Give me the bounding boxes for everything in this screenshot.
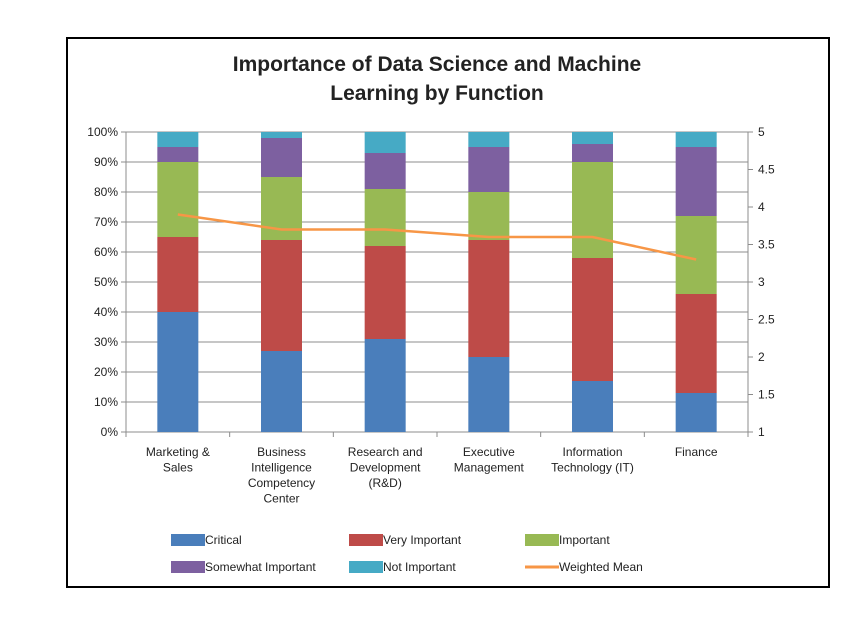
x-category-label: Executive [463,445,515,459]
y-right-tick-label: 2.5 [758,313,775,327]
bar-very-important [675,294,717,393]
bar-critical [261,351,302,432]
bar-very-important [364,246,406,339]
x-category-label: Center [263,492,299,506]
legend-swatch [349,561,383,573]
y-left-tick-label: 80% [94,185,118,199]
x-category-label: Information [562,445,622,459]
bar-important [157,162,199,237]
bar-very-important [468,240,510,357]
bar-very-important [572,258,613,381]
x-category-label: Sales [163,461,193,475]
bar-somewhat-important [364,153,406,189]
chart-title-line: Learning by Function [330,82,544,105]
y-left-tick-label: 90% [94,155,118,169]
bar-important [572,162,613,258]
x-category-label: Management [454,461,525,475]
bar-somewhat-important [468,147,510,192]
y-right-tick-label: 3 [758,275,765,289]
legend-swatch [171,561,205,573]
bar-important [468,192,510,240]
bar-important [675,216,717,294]
bar-not-important [468,132,510,147]
legend-label: Not Important [383,560,456,574]
y-left-tick-label: 50% [94,275,118,289]
legend-swatch [525,534,559,546]
x-category-label: Business [257,445,306,459]
y-right-tick-label: 1 [758,425,765,439]
legend-label: Weighted Mean [559,560,643,574]
chart-frame: Importance of Data Science and Machine Le… [66,37,830,588]
bar-not-important [261,132,302,138]
x-category-label: Marketing & [146,445,210,459]
x-category-label: Development [350,461,421,475]
y-left-tick-label: 40% [94,305,118,319]
legend-label: Somewhat Important [205,560,316,574]
x-category-label: Competency [248,476,315,490]
bar-somewhat-important [572,144,613,162]
legend-swatch [349,534,383,546]
bar-not-important [157,132,199,147]
y-left-tick-label: 70% [94,215,118,229]
y-left-tick-label: 20% [94,365,118,379]
y-right-tick-label: 4 [758,200,765,214]
legend-label: Critical [205,533,242,547]
x-category-label: (R&D) [369,476,402,490]
bar-critical [468,357,510,432]
y-right-tick-label: 4.5 [758,163,775,177]
bar-critical [572,381,613,432]
y-left-tick-label: 30% [94,335,118,349]
y-left-tick-label: 100% [87,125,118,139]
bar-not-important [675,132,717,147]
bar-somewhat-important [261,138,302,177]
chart-title-line: Importance of Data Science and Machine [233,53,641,76]
legend-label: Very Important [383,533,462,547]
legend-label: Important [559,533,610,547]
bar-not-important [364,132,406,153]
y-left-tick-label: 10% [94,395,118,409]
x-category-label: Finance [675,445,718,459]
bar-very-important [157,237,199,312]
x-category-label: Research and [348,445,423,459]
bar-somewhat-important [157,147,199,162]
y-right-tick-label: 3.5 [758,238,775,252]
bar-critical [675,393,717,432]
y-right-tick-label: 2 [758,350,765,364]
y-right-tick-label: 5 [758,125,765,139]
x-category-label: Technology (IT) [551,461,634,475]
y-left-tick-label: 60% [94,245,118,259]
bar-critical [157,312,199,432]
bar-somewhat-important [675,147,717,216]
bar-not-important [572,132,613,144]
chart-svg: Importance of Data Science and Machine Le… [87,53,775,574]
bar-important [364,189,406,246]
weighted-mean-line [177,213,697,261]
y-right-tick-label: 1.5 [758,388,775,402]
legend-swatch [171,534,205,546]
y-left-tick-label: 0% [101,425,119,439]
bar-very-important [261,240,302,351]
bar-critical [364,339,406,432]
x-category-label: Intelligence [251,461,312,475]
